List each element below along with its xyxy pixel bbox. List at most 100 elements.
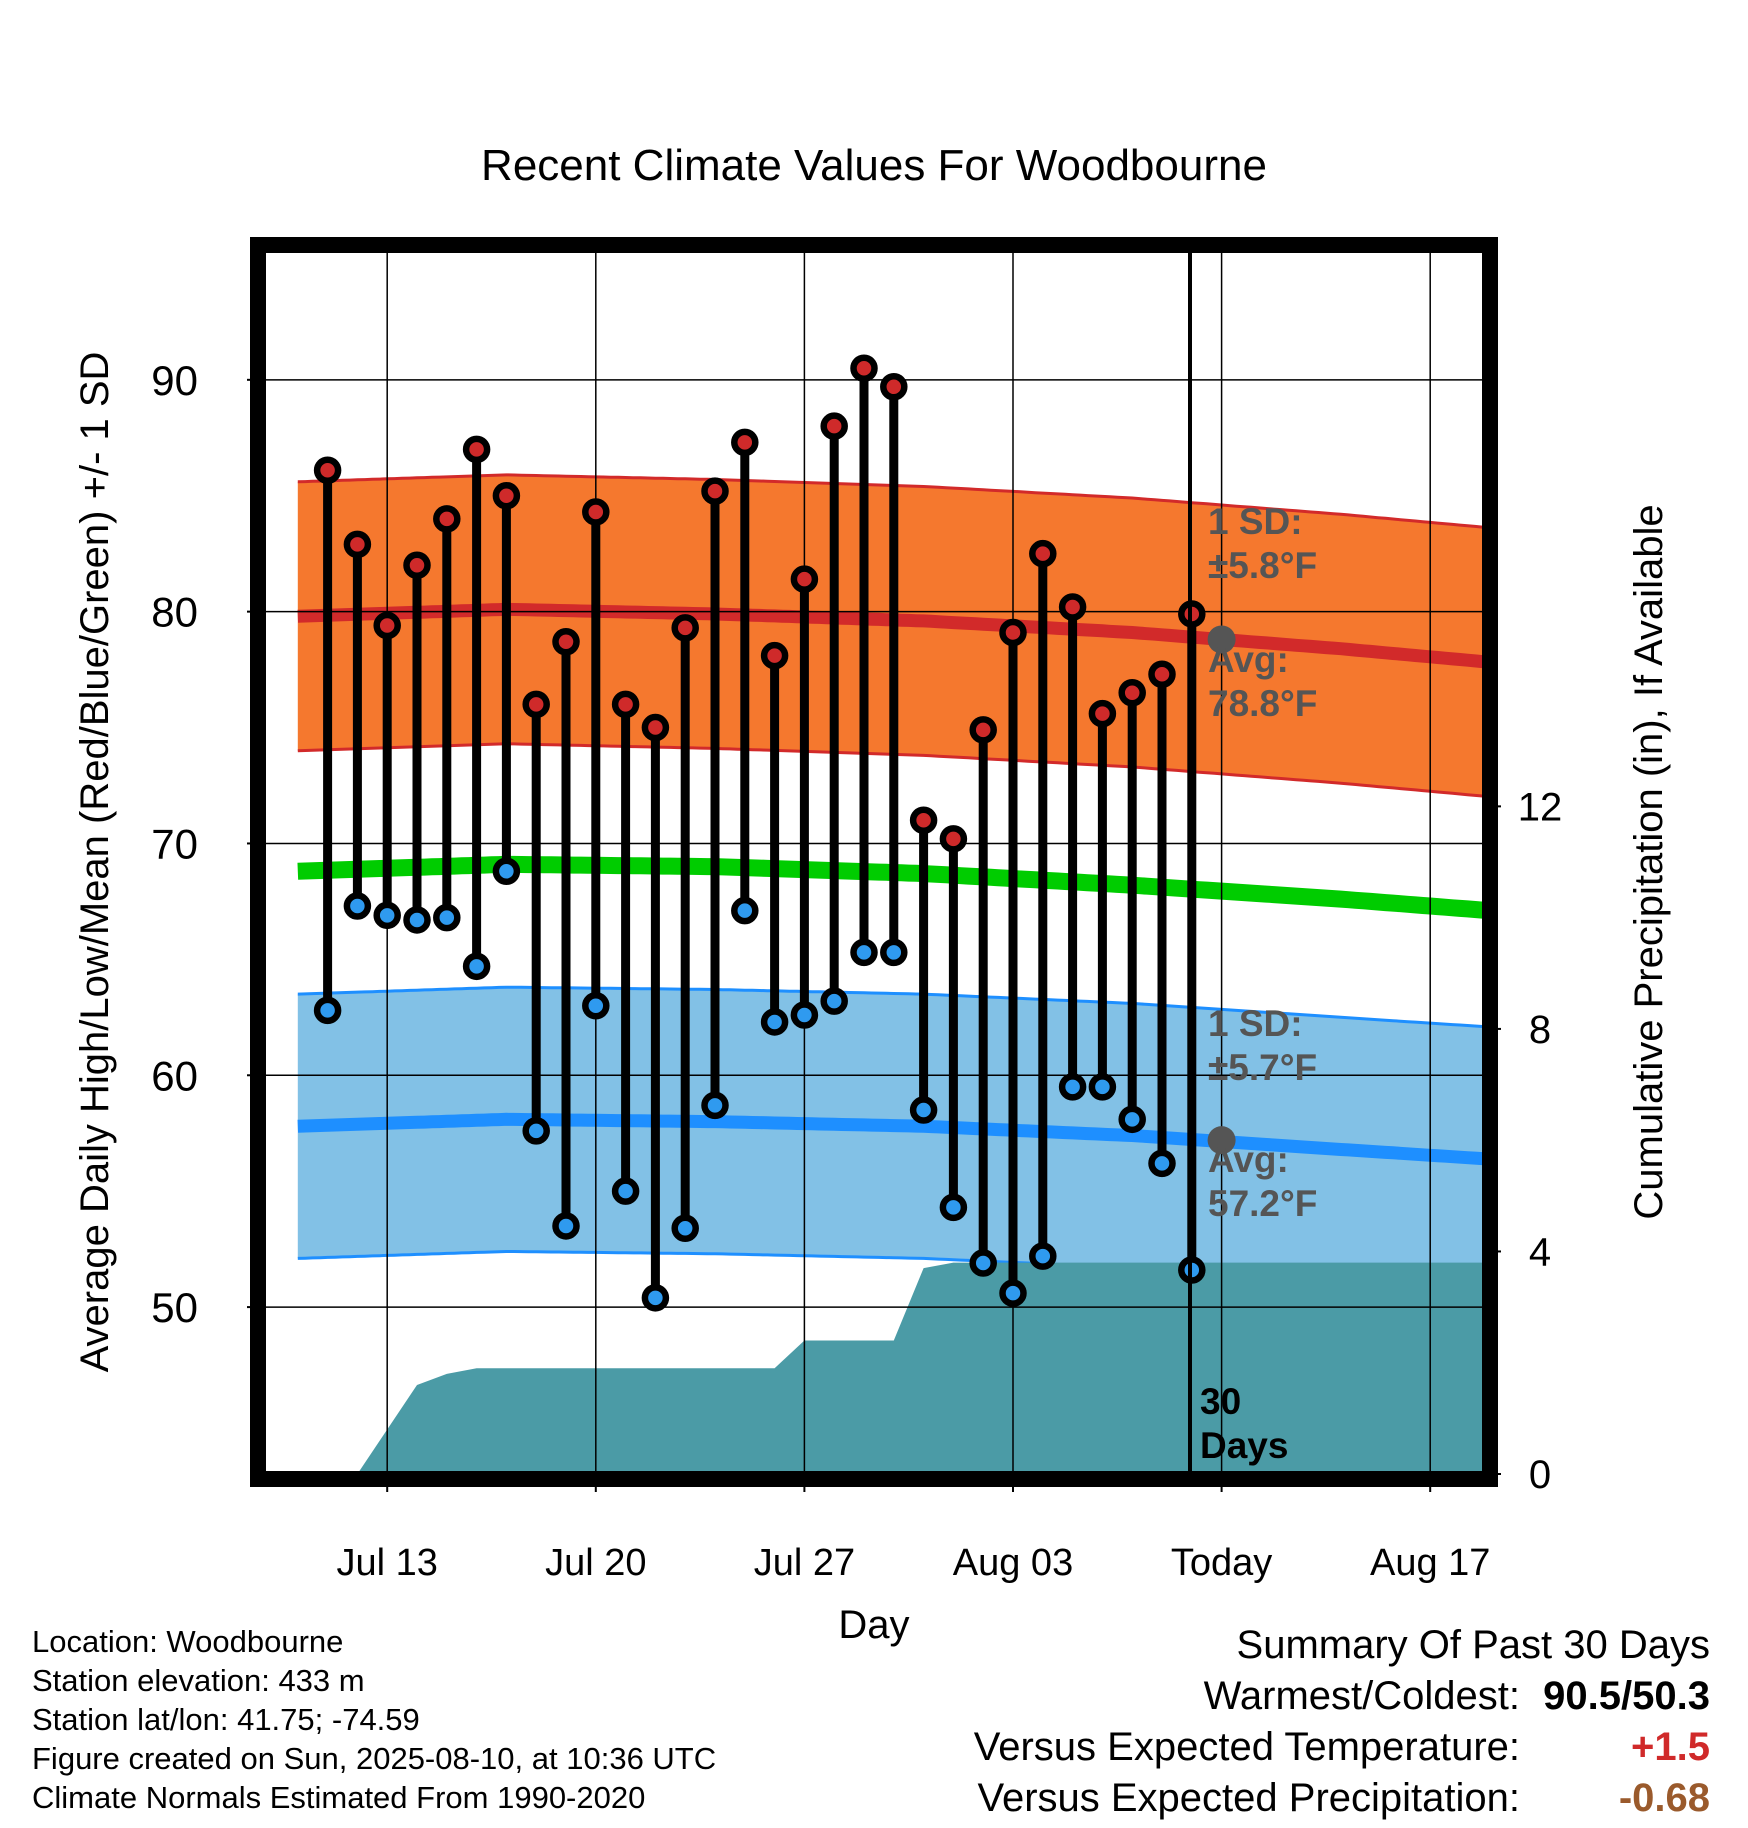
low-point <box>1029 1242 1057 1270</box>
low-point <box>880 938 908 967</box>
y-tick-label: 80 <box>151 589 198 636</box>
high-point <box>1088 699 1117 728</box>
window-days: 30 <box>1200 1381 1241 1422</box>
y-tick-label: 90 <box>151 357 198 404</box>
low-point <box>582 991 610 1020</box>
high-avg-value: 78.8°F <box>1208 683 1317 724</box>
y-axis-label: Average Daily High/Low/Mean (Red/Blue/Gr… <box>73 352 117 1373</box>
warm-cold-value: 90.5/50.3 <box>1543 1674 1710 1718</box>
low-point <box>760 1008 789 1036</box>
summary-temp: Versus Expected Temperature: +1.5 <box>974 1722 1710 1773</box>
low-point <box>1058 1073 1087 1101</box>
y2-tick-label: 0 <box>1529 1453 1551 1497</box>
chart-title: Recent Climate Values For Woodbourne <box>481 141 1267 190</box>
high-point <box>373 611 401 640</box>
info-normals: Climate Normals Estimated From 1990-2020 <box>32 1780 646 1815</box>
high-point <box>969 716 997 744</box>
high-point <box>1029 539 1057 568</box>
low-point <box>403 906 431 934</box>
y2-tick-label: 12 <box>1518 785 1563 829</box>
low-sd-band <box>297 987 1485 1291</box>
info-location: Location: Woodbourne <box>32 1624 344 1659</box>
low-point <box>731 896 759 925</box>
high-avg-line <box>297 602 1485 669</box>
summary-warm-cold: Warmest/Coldest: 90.5/50.3 <box>974 1671 1710 1722</box>
high-point <box>343 530 372 559</box>
station-info: Location: Woodbourne Station elevation: … <box>32 1622 716 1817</box>
temp-anomaly-value: +1.5 <box>1631 1725 1710 1769</box>
x-tick-label: Aug 03 <box>953 1542 1073 1584</box>
low-point <box>1148 1149 1176 1178</box>
high-point <box>313 456 342 484</box>
y-tick-label: 50 <box>151 1284 198 1331</box>
low-point <box>313 996 342 1025</box>
high-point <box>701 477 729 505</box>
high-point <box>760 641 789 670</box>
low-point <box>1088 1073 1117 1101</box>
low-point <box>492 857 521 886</box>
high-point <box>731 428 759 457</box>
low-avg-label: Avg: <box>1208 1139 1289 1180</box>
low-avg-line <box>297 1112 1485 1166</box>
low-point <box>790 1001 819 1029</box>
high-point <box>552 628 580 656</box>
low-point <box>552 1212 580 1240</box>
high-avg-label: Avg: <box>1208 639 1289 680</box>
low-point <box>462 952 491 981</box>
low-sd-value: ±5.7°F <box>1208 1047 1317 1088</box>
low-point <box>611 1177 640 1205</box>
y2-tick-label: 4 <box>1529 1230 1551 1274</box>
temp-anomaly-label: Versus Expected Temperature: <box>973 1725 1520 1769</box>
low-point <box>343 892 372 920</box>
high-point <box>582 498 610 526</box>
high-point <box>1058 593 1087 621</box>
precip-area <box>297 1262 1485 1474</box>
high-point <box>403 551 431 580</box>
plot-frame <box>250 237 1498 1487</box>
low-point <box>1118 1105 1146 1134</box>
low-point <box>671 1214 699 1243</box>
y2-tick-label: 8 <box>1529 1008 1551 1052</box>
x-axis-label: Day <box>838 1603 909 1647</box>
high-point <box>1148 660 1176 688</box>
low-point <box>909 1096 938 1124</box>
x-tick-label: Jul 27 <box>754 1542 855 1584</box>
high-point <box>1118 679 1146 707</box>
high-band-upper-edge <box>297 473 1485 529</box>
high-point <box>999 618 1027 647</box>
low-point <box>701 1091 729 1120</box>
x-tick-label: Jul 20 <box>545 1542 646 1584</box>
low-point <box>433 903 461 932</box>
low-point <box>969 1249 997 1277</box>
low-point <box>820 987 848 1015</box>
high-point <box>641 713 670 742</box>
high-point <box>522 690 550 719</box>
precip-anomaly-value: -0.68 <box>1618 1776 1710 1820</box>
high-point <box>611 690 640 719</box>
summary-panel: Summary Of Past 30 Days Warmest/Coldest:… <box>974 1620 1710 1824</box>
low-avg-value: 57.2°F <box>1208 1183 1317 1224</box>
high-point <box>850 354 878 382</box>
info-elevation: Station elevation: 433 m <box>32 1663 365 1698</box>
high-point <box>939 825 968 853</box>
low-point <box>939 1193 968 1222</box>
annotations: 1 SD: ±5.8°F Avg: 78.8°F 1 SD: ±5.7°F Av… <box>1200 501 1317 1466</box>
low-point <box>641 1284 670 1312</box>
low-point <box>850 938 878 967</box>
high-point <box>880 373 908 401</box>
x-tick-label: Today <box>1171 1542 1272 1584</box>
high-point <box>790 565 819 593</box>
low-band-upper-edge <box>297 985 1485 1029</box>
x-tick-label: Aug 17 <box>1370 1542 1490 1584</box>
window-label: Days <box>1200 1425 1288 1466</box>
observations <box>313 354 1236 1312</box>
high-point <box>462 435 491 464</box>
info-latlon: Station lat/lon: 41.75; -74.59 <box>32 1702 420 1737</box>
high-point <box>909 806 938 835</box>
today-high-avg-marker <box>1207 625 1236 654</box>
y2-axis-label: Cumulative Precipitation (in), If Availa… <box>1627 504 1671 1219</box>
low-point <box>373 901 401 930</box>
y-tick-label: 60 <box>151 1052 198 1099</box>
warm-cold-label: Warmest/Coldest: <box>1203 1674 1520 1718</box>
high-sd-value: ±5.8°F <box>1208 545 1317 586</box>
